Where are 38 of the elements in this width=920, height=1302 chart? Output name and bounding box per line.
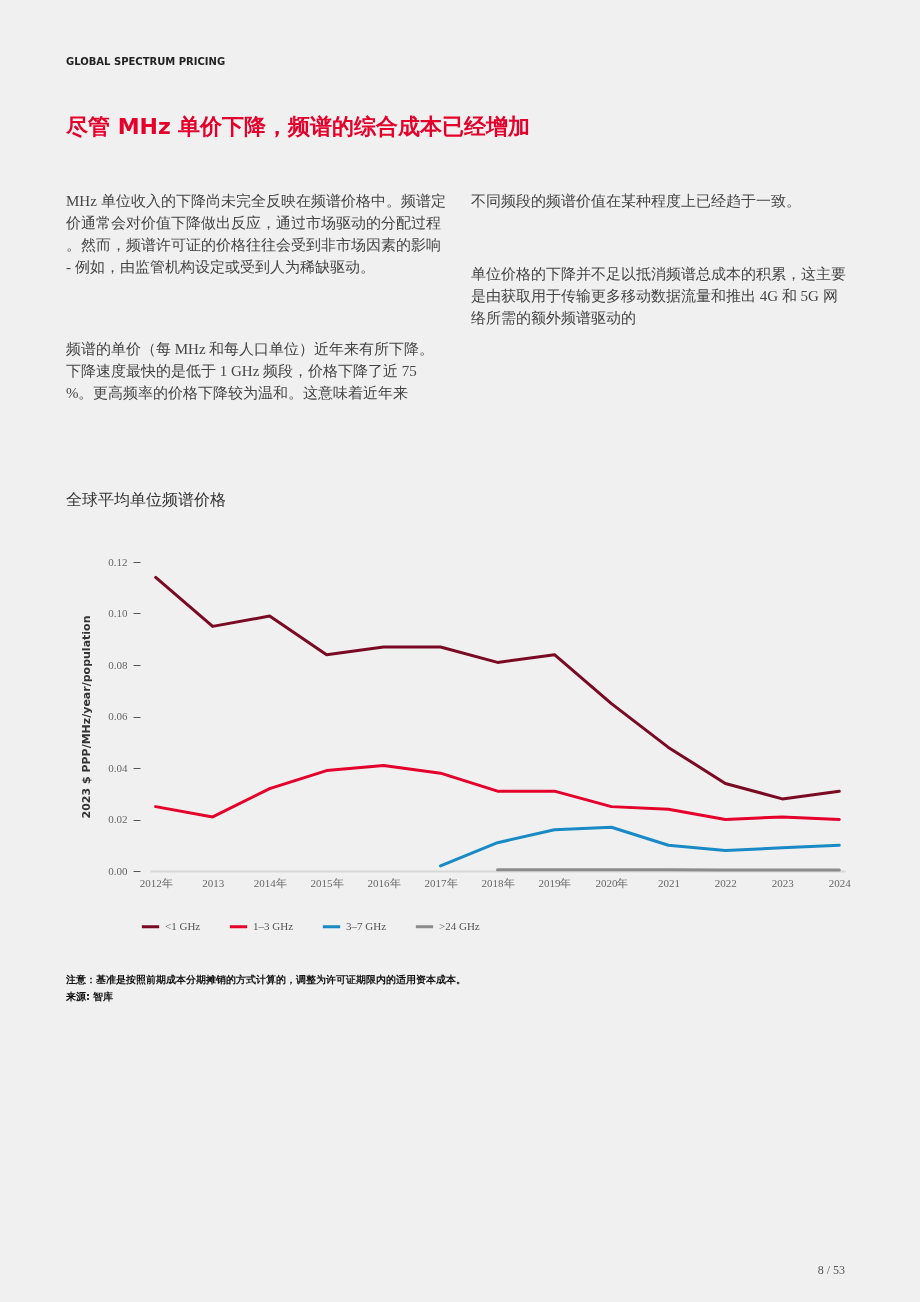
y-tick-label: 0.12 <box>108 555 128 568</box>
y-tick-label: 0.06 <box>108 710 128 722</box>
chart-title: 尽管 MHz 单价下降，频谱的综合成本已经增加 <box>65 114 531 139</box>
line-series <box>439 825 841 868</box>
line-series <box>154 575 841 801</box>
text: 注意：基准是按照前期成本分期摊销的方式计算的，调整为许可证期限内的适用资本成本。 <box>65 974 466 985</box>
y-tick-label: 0.00 <box>108 864 128 877</box>
x-tick-label: 2015年 <box>310 876 344 889</box>
x-tick-label: 2016年 <box>367 876 401 889</box>
legend-label: 3–7 GHz <box>346 919 387 932</box>
x-tick-label: 2021 <box>657 876 680 889</box>
text: MHz 单位收入的下降尚未完全反映在频谱价格中。频谱定价通常会对价值下降做出反应，通过市场驱动的分配过程。然而，频谱许可证的价格往往会受到非市场因素的影响 - 例如，由监管机构设定或受到人为稀缺驱动。 <box>65 193 446 275</box>
y-tick-label: 0.02 <box>108 813 128 825</box>
y-axis-title: 2023 $ PPP/MHz/year/population <box>80 615 94 819</box>
x-tick-label: 2019年 <box>538 876 572 889</box>
y-tick-label: 0.08 <box>108 658 128 671</box>
x-tick-label: 2018年 <box>481 876 515 889</box>
line-series <box>154 763 841 821</box>
x-tick-label: 2012年 <box>139 876 173 889</box>
text: 不同频段的频谱价值在某种程度上已经趋于一致。 <box>471 193 801 209</box>
text: 频谱的单价（每 MHz 和每人口单位）近年来有所下降。下降速度最快的是低于 1 GHz 频段，价格下降了近 75%。更高频率的价格下降较为温和。这意味着近年来 <box>66 341 435 401</box>
x-tick-label: 2020年 <box>595 876 629 889</box>
legend-label: >24 GHz <box>439 919 480 932</box>
x-tick-label: 2014年 <box>253 876 287 889</box>
x-tick-label: 2023 <box>771 876 795 889</box>
text: 单位价格的下降并不足以抵消频谱总成本的积累，这主要是由获取用于传输更多移动数据流量和推出 4G 和 5G 网络所需的额外频谱驱动的 <box>471 266 846 326</box>
legend-label: <1 GHz <box>165 919 201 932</box>
text: GLOBAL SPECTRUM PRICING <box>66 56 226 67</box>
chart-subtitle: 全球平均单位频谱价格 <box>66 491 226 508</box>
x-tick-label: 2013 <box>202 876 225 889</box>
x-tick-label: 2022 <box>714 876 737 889</box>
x-tick-label: 2024 <box>828 876 852 889</box>
y-tick-label: 0.10 <box>108 607 128 619</box>
legend-label: 1–3 GHz <box>253 919 294 932</box>
y-tick-label: 0.04 <box>108 761 128 774</box>
x-tick-label: 2017年 <box>424 876 458 889</box>
source-note: 来源: 智库 <box>65 991 114 1002</box>
text: 8 / 53 <box>817 1263 845 1277</box>
